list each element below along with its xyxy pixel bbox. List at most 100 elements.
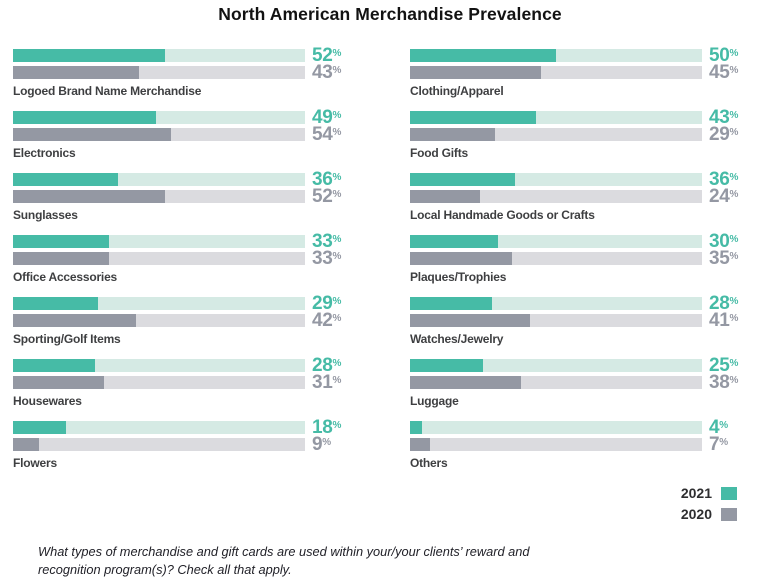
bar-fill-2021: [13, 173, 119, 186]
bar-track-2021: [13, 235, 305, 248]
bar-track-2021: [13, 173, 305, 186]
bar-track-2021: [410, 235, 702, 248]
legend-swatch-2021: [721, 486, 737, 500]
bar-fill-2021: [410, 173, 516, 186]
percent-sign: %: [729, 172, 739, 183]
bar-group: 36% 52% Sunglasses: [13, 170, 347, 224]
value-label-2021: 29%: [312, 294, 341, 313]
bar-fill-2021: [13, 421, 66, 434]
bar-fill-2021: [410, 111, 536, 124]
bar-track-2021: [410, 297, 702, 310]
bar-row-2020: 42%: [13, 311, 347, 330]
value-number-2020: 35: [709, 248, 730, 269]
category-label: Sporting/Golf Items: [13, 332, 121, 346]
bar-fill-2021: [410, 297, 492, 310]
category-label: Food Gifts: [410, 146, 468, 160]
value-number-2021: 33: [312, 231, 333, 252]
bar-track-2020: [13, 376, 305, 389]
bar-track-2020: [13, 190, 305, 203]
value-number-2020: 43: [312, 62, 333, 83]
value-number-2020: 33: [312, 248, 333, 269]
value-number-2020: 41: [709, 310, 730, 331]
bar-track-2020: [410, 252, 702, 265]
percent-sign: %: [332, 313, 342, 324]
value-label-2020: 24%: [709, 187, 739, 206]
value-number-2020: 7: [709, 434, 720, 455]
bar-fill-2021: [410, 359, 483, 372]
value-label-2020: 45%: [709, 63, 738, 82]
legend: 2021 2020: [681, 486, 737, 528]
bar-track-2021: [13, 111, 305, 124]
bar-track-2020: [410, 66, 702, 79]
bar-row-2021: 28%: [410, 294, 744, 313]
bar-fill-2021: [13, 49, 165, 62]
bar-fill-2020: [410, 128, 495, 141]
value-number-2021: 30: [709, 231, 730, 252]
percent-sign: %: [729, 127, 739, 138]
value-number-2021: 43: [709, 107, 730, 128]
percent-sign: %: [719, 420, 729, 431]
value-label-2021: 4%: [709, 418, 729, 437]
value-number-2021: 52: [312, 45, 333, 66]
value-number-2020: 54: [312, 124, 333, 145]
bar-group: 30% 35% Plaques/Trophies: [410, 232, 744, 286]
value-label-2021: 28%: [312, 356, 341, 375]
value-label-2020: 38%: [709, 373, 738, 392]
category-label: Office Accessories: [13, 270, 118, 284]
bar-track-2021: [410, 421, 702, 434]
bar-group: 52% 43% Logoed Brand Name Merchandise: [13, 46, 347, 100]
value-label-2020: 42%: [312, 311, 342, 330]
bar-track-2021: [13, 359, 305, 372]
bar-track-2020: [410, 376, 702, 389]
bar-row-2021: 25%: [410, 356, 744, 375]
category-label: Electronics: [13, 146, 76, 160]
bar-fill-2020: [13, 376, 104, 389]
bar-group: 4% 7% Others: [410, 418, 744, 472]
value-number-2020: 9: [312, 434, 323, 455]
bar-fill-2020: [410, 66, 542, 79]
value-label-2020: 7%: [709, 435, 729, 454]
bar-row-2021: 36%: [13, 170, 347, 189]
category-label: Others: [410, 456, 448, 470]
percent-sign: %: [332, 172, 342, 183]
bar-fill-2020: [13, 190, 165, 203]
bar-fill-2020: [13, 314, 136, 327]
value-number-2021: 25: [709, 355, 730, 376]
bar-row-2020: 33%: [13, 249, 347, 268]
bar-track-2020: [410, 438, 702, 451]
bar-row-2021: 4%: [410, 418, 744, 437]
percent-sign: %: [322, 437, 332, 448]
bar-row-2021: 52%: [13, 46, 347, 65]
bar-track-2021: [410, 111, 702, 124]
value-label-2020: 43%: [312, 63, 341, 82]
bar-fill-2021: [410, 49, 556, 62]
value-label-2020: 35%: [709, 249, 738, 268]
bar-row-2020: 31%: [13, 373, 347, 392]
value-number-2020: 38: [709, 372, 730, 393]
bar-fill-2020: [410, 252, 513, 265]
bar-row-2021: 36%: [410, 170, 744, 189]
percent-sign: %: [332, 48, 342, 59]
value-number-2020: 29: [709, 124, 730, 145]
value-label-2021: 52%: [312, 46, 342, 65]
value-number-2021: 36: [709, 169, 730, 190]
value-number-2021: 29: [312, 293, 333, 314]
percent-sign: %: [719, 437, 729, 448]
bar-track-2021: [13, 49, 305, 62]
bar-group: 25% 38% Luggage: [410, 356, 744, 410]
bar-row-2020: 24%: [410, 187, 744, 206]
percent-sign: %: [729, 358, 739, 369]
bar-row-2020: 38%: [410, 373, 744, 392]
value-label-2021: 33%: [312, 232, 341, 251]
value-label-2020: 9%: [312, 435, 332, 454]
value-number-2021: 18: [312, 417, 333, 438]
value-number-2021: 50: [709, 45, 730, 66]
percent-sign: %: [729, 189, 739, 200]
bar-fill-2021: [410, 235, 498, 248]
bar-row-2021: 29%: [13, 294, 347, 313]
value-label-2021: 36%: [709, 170, 739, 189]
bar-track-2021: [13, 421, 305, 434]
bar-row-2021: 33%: [13, 232, 347, 251]
bar-row-2020: 43%: [13, 63, 347, 82]
bar-group: 36% 24% Local Handmade Goods or Crafts: [410, 170, 744, 224]
